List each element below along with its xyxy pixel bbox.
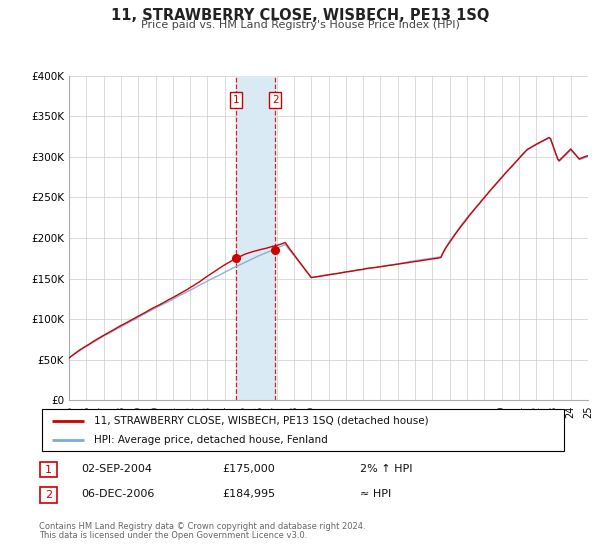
Text: 02-SEP-2004: 02-SEP-2004 — [81, 464, 152, 474]
Text: HPI: Average price, detached house, Fenland: HPI: Average price, detached house, Fenl… — [94, 435, 328, 445]
Text: 1: 1 — [233, 95, 239, 105]
Text: ≈ HPI: ≈ HPI — [360, 489, 391, 499]
Text: £175,000: £175,000 — [222, 464, 275, 474]
Text: Price paid vs. HM Land Registry's House Price Index (HPI): Price paid vs. HM Land Registry's House … — [140, 20, 460, 30]
Text: This data is licensed under the Open Government Licence v3.0.: This data is licensed under the Open Gov… — [39, 531, 307, 540]
Text: Contains HM Land Registry data © Crown copyright and database right 2024.: Contains HM Land Registry data © Crown c… — [39, 522, 365, 531]
Text: 2: 2 — [272, 95, 278, 105]
Text: 11, STRAWBERRY CLOSE, WISBECH, PE13 1SQ (detached house): 11, STRAWBERRY CLOSE, WISBECH, PE13 1SQ … — [94, 416, 429, 426]
Text: 2: 2 — [45, 490, 52, 500]
FancyBboxPatch shape — [40, 463, 57, 477]
Text: 11, STRAWBERRY CLOSE, WISBECH, PE13 1SQ: 11, STRAWBERRY CLOSE, WISBECH, PE13 1SQ — [111, 8, 489, 24]
Text: 06-DEC-2006: 06-DEC-2006 — [81, 489, 154, 499]
Text: £184,995: £184,995 — [222, 489, 275, 499]
Text: 1: 1 — [45, 465, 52, 475]
Text: 2% ↑ HPI: 2% ↑ HPI — [360, 464, 413, 474]
Bar — [236, 76, 275, 400]
FancyBboxPatch shape — [40, 487, 57, 503]
FancyBboxPatch shape — [42, 409, 564, 451]
